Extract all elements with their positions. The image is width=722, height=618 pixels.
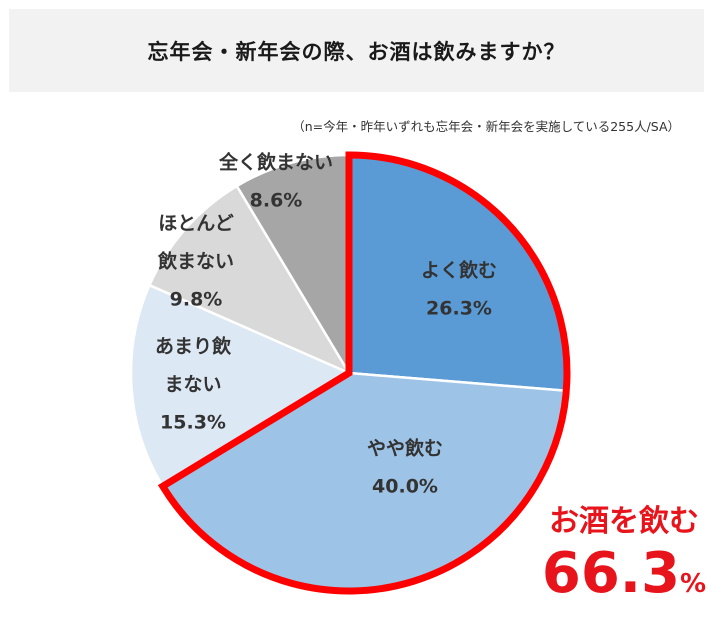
pie-slice-5 (235, 153, 351, 378)
callout-total: 66.3% (536, 542, 712, 616)
slice-name-label: ほとんど (158, 213, 233, 235)
callout-value: 66.3 (541, 541, 681, 606)
slice-name-label: よく飲む (421, 259, 497, 282)
slice-label-group-5: 全く飲まない 8.6% (218, 151, 333, 212)
pie-slice-3 (129, 283, 352, 489)
slice-label-group-1: よく飲む 26.3% (421, 259, 497, 320)
slice-value-label: 8.6% (250, 190, 303, 212)
callout-unit: % (680, 569, 707, 599)
slice-name-label: 飲まない (157, 250, 234, 273)
slice-value-label: 40.0% (372, 476, 438, 498)
sample-note: （n=今年・昨年いずれも忘年会・新年会を実施している255人/SA） (292, 119, 680, 134)
pie-slice-4 (147, 184, 353, 376)
highlight-callout: お酒を飲む 66.3% (536, 502, 712, 616)
slice-value-label: 26.3% (426, 298, 492, 320)
slice-value-label: 9.8% (170, 289, 223, 311)
callout-label: お酒を飲む (549, 504, 699, 539)
highlight-outline (157, 151, 571, 595)
slice-name-label: 全く飲まない (218, 151, 333, 174)
slice-value-label: 15.3% (160, 412, 226, 434)
slice-label-group-2: やや飲む 40.0% (367, 437, 443, 498)
slice-name-label: やや飲む (367, 437, 443, 460)
slice-name-label: あまり飲 (155, 335, 232, 358)
slice-name-label: まない (164, 374, 221, 396)
title-bar: 忘年会・新年会の際、お酒は飲みますか？ (9, 9, 704, 92)
chart-title: 忘年会・新年会の際、お酒は飲みますか？ (147, 39, 566, 64)
